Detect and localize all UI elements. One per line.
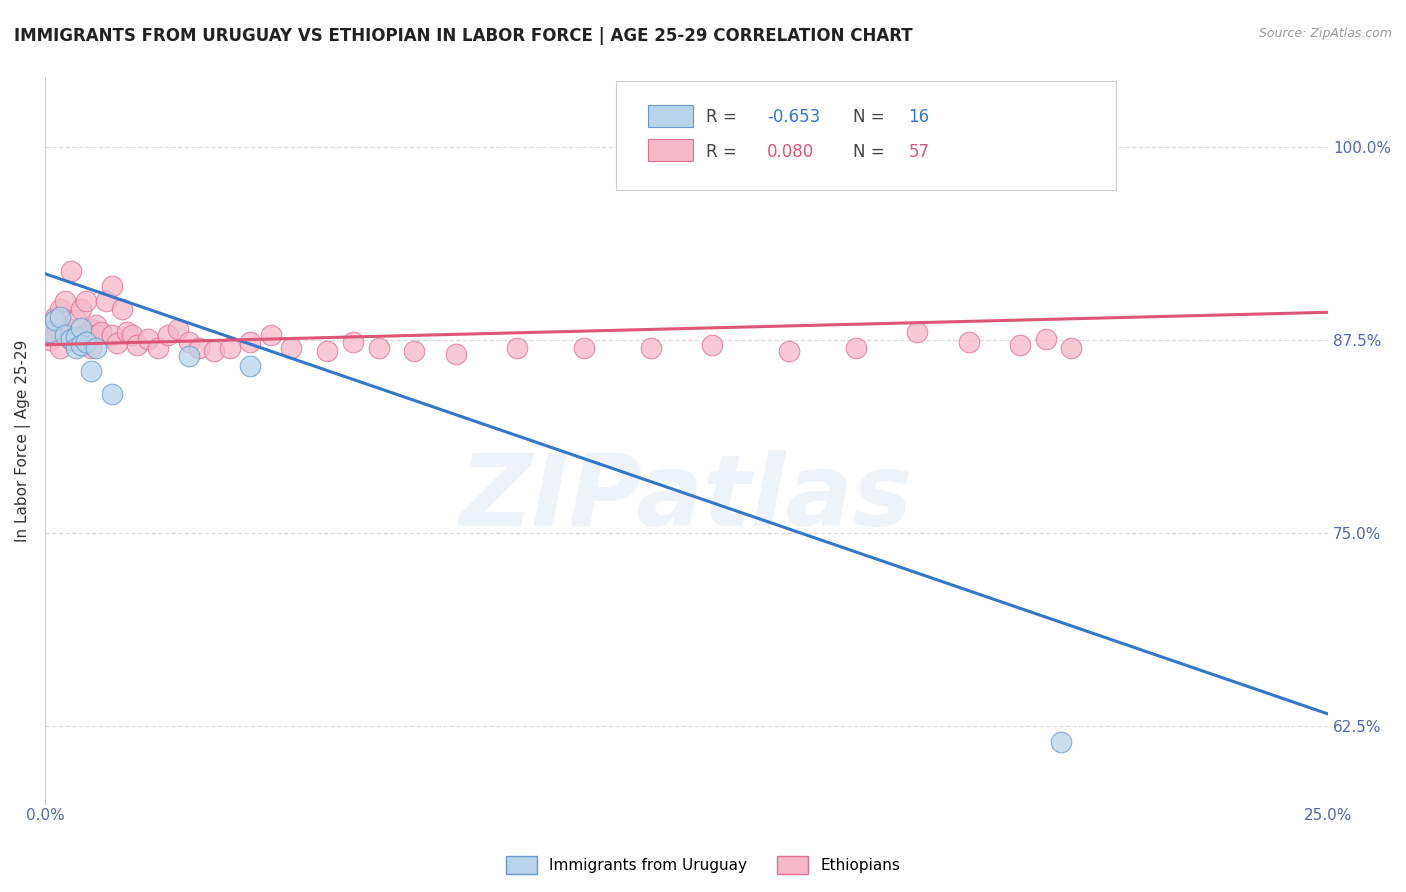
Point: [80, 322, 103, 336]
Point: [44, 328, 66, 343]
FancyBboxPatch shape: [648, 139, 693, 161]
Point: [640, 341, 662, 355]
Point: [778, 343, 800, 358]
Point: [65, 332, 87, 346]
Point: [572, 341, 595, 355]
Point: [100, 279, 122, 293]
Point: [49, 302, 72, 317]
Point: [280, 341, 302, 355]
Point: [65, 313, 87, 327]
Point: [59, 263, 82, 277]
Text: 16: 16: [908, 109, 929, 127]
Point: [342, 334, 364, 349]
Point: [1035, 332, 1057, 346]
Point: [75, 328, 97, 343]
Point: [702, 337, 724, 351]
Point: [55, 326, 77, 340]
Point: [146, 341, 169, 355]
Point: [105, 336, 128, 351]
Point: [49, 310, 72, 324]
Point: [80, 364, 103, 378]
Point: [239, 334, 262, 349]
Point: [202, 343, 225, 358]
Point: [957, 334, 980, 349]
Y-axis label: In Labor Force | Age 25-29: In Labor Force | Age 25-29: [15, 339, 31, 541]
Point: [111, 302, 134, 317]
Text: ZIPatlas: ZIPatlas: [460, 450, 912, 547]
Point: [167, 322, 190, 336]
Point: [115, 326, 138, 340]
Point: [55, 294, 77, 309]
Point: [367, 341, 389, 355]
Point: [59, 322, 82, 336]
Point: [69, 320, 91, 334]
Point: [218, 341, 240, 355]
Point: [39, 326, 62, 340]
Point: [65, 330, 87, 344]
Point: [1060, 341, 1083, 355]
Point: [84, 341, 107, 355]
Point: [177, 349, 200, 363]
Point: [239, 359, 262, 374]
Point: [506, 341, 529, 355]
Point: [69, 337, 91, 351]
Point: [59, 332, 82, 346]
Point: [90, 326, 112, 340]
Point: [55, 328, 77, 343]
Point: [907, 326, 929, 340]
Point: [316, 343, 339, 358]
Text: 57: 57: [908, 143, 929, 161]
Point: [59, 333, 82, 347]
Point: [49, 341, 72, 355]
Text: R =: R =: [706, 109, 742, 127]
Point: [75, 334, 97, 349]
FancyBboxPatch shape: [648, 105, 693, 127]
Point: [1050, 735, 1073, 749]
Point: [69, 302, 91, 317]
Point: [39, 333, 62, 347]
Text: 0.080: 0.080: [768, 143, 814, 161]
Point: [136, 332, 159, 346]
Point: [39, 326, 62, 340]
Point: [75, 294, 97, 309]
Point: [444, 347, 467, 361]
Text: R =: R =: [706, 143, 742, 161]
Text: N =: N =: [853, 109, 890, 127]
Point: [84, 328, 107, 343]
Point: [404, 343, 426, 358]
Point: [96, 294, 118, 309]
Point: [845, 341, 868, 355]
FancyBboxPatch shape: [616, 81, 1116, 190]
Point: [127, 337, 149, 351]
Point: [44, 313, 66, 327]
Point: [187, 341, 209, 355]
Point: [177, 334, 200, 349]
Point: [44, 310, 66, 324]
Text: -0.653: -0.653: [768, 109, 821, 127]
Point: [1010, 337, 1032, 351]
Point: [80, 341, 103, 355]
Point: [84, 318, 107, 332]
Point: [157, 328, 180, 343]
Point: [100, 387, 122, 401]
Text: IMMIGRANTS FROM URUGUAY VS ETHIOPIAN IN LABOR FORCE | AGE 25-29 CORRELATION CHAR: IMMIGRANTS FROM URUGUAY VS ETHIOPIAN IN …: [14, 27, 912, 45]
Point: [121, 328, 143, 343]
Point: [260, 328, 283, 343]
Point: [69, 337, 91, 351]
Point: [65, 341, 87, 355]
Legend: Immigrants from Uruguay, Ethiopians: Immigrants from Uruguay, Ethiopians: [501, 850, 905, 880]
Text: N =: N =: [853, 143, 890, 161]
Text: Source: ZipAtlas.com: Source: ZipAtlas.com: [1258, 27, 1392, 40]
Point: [100, 328, 122, 343]
